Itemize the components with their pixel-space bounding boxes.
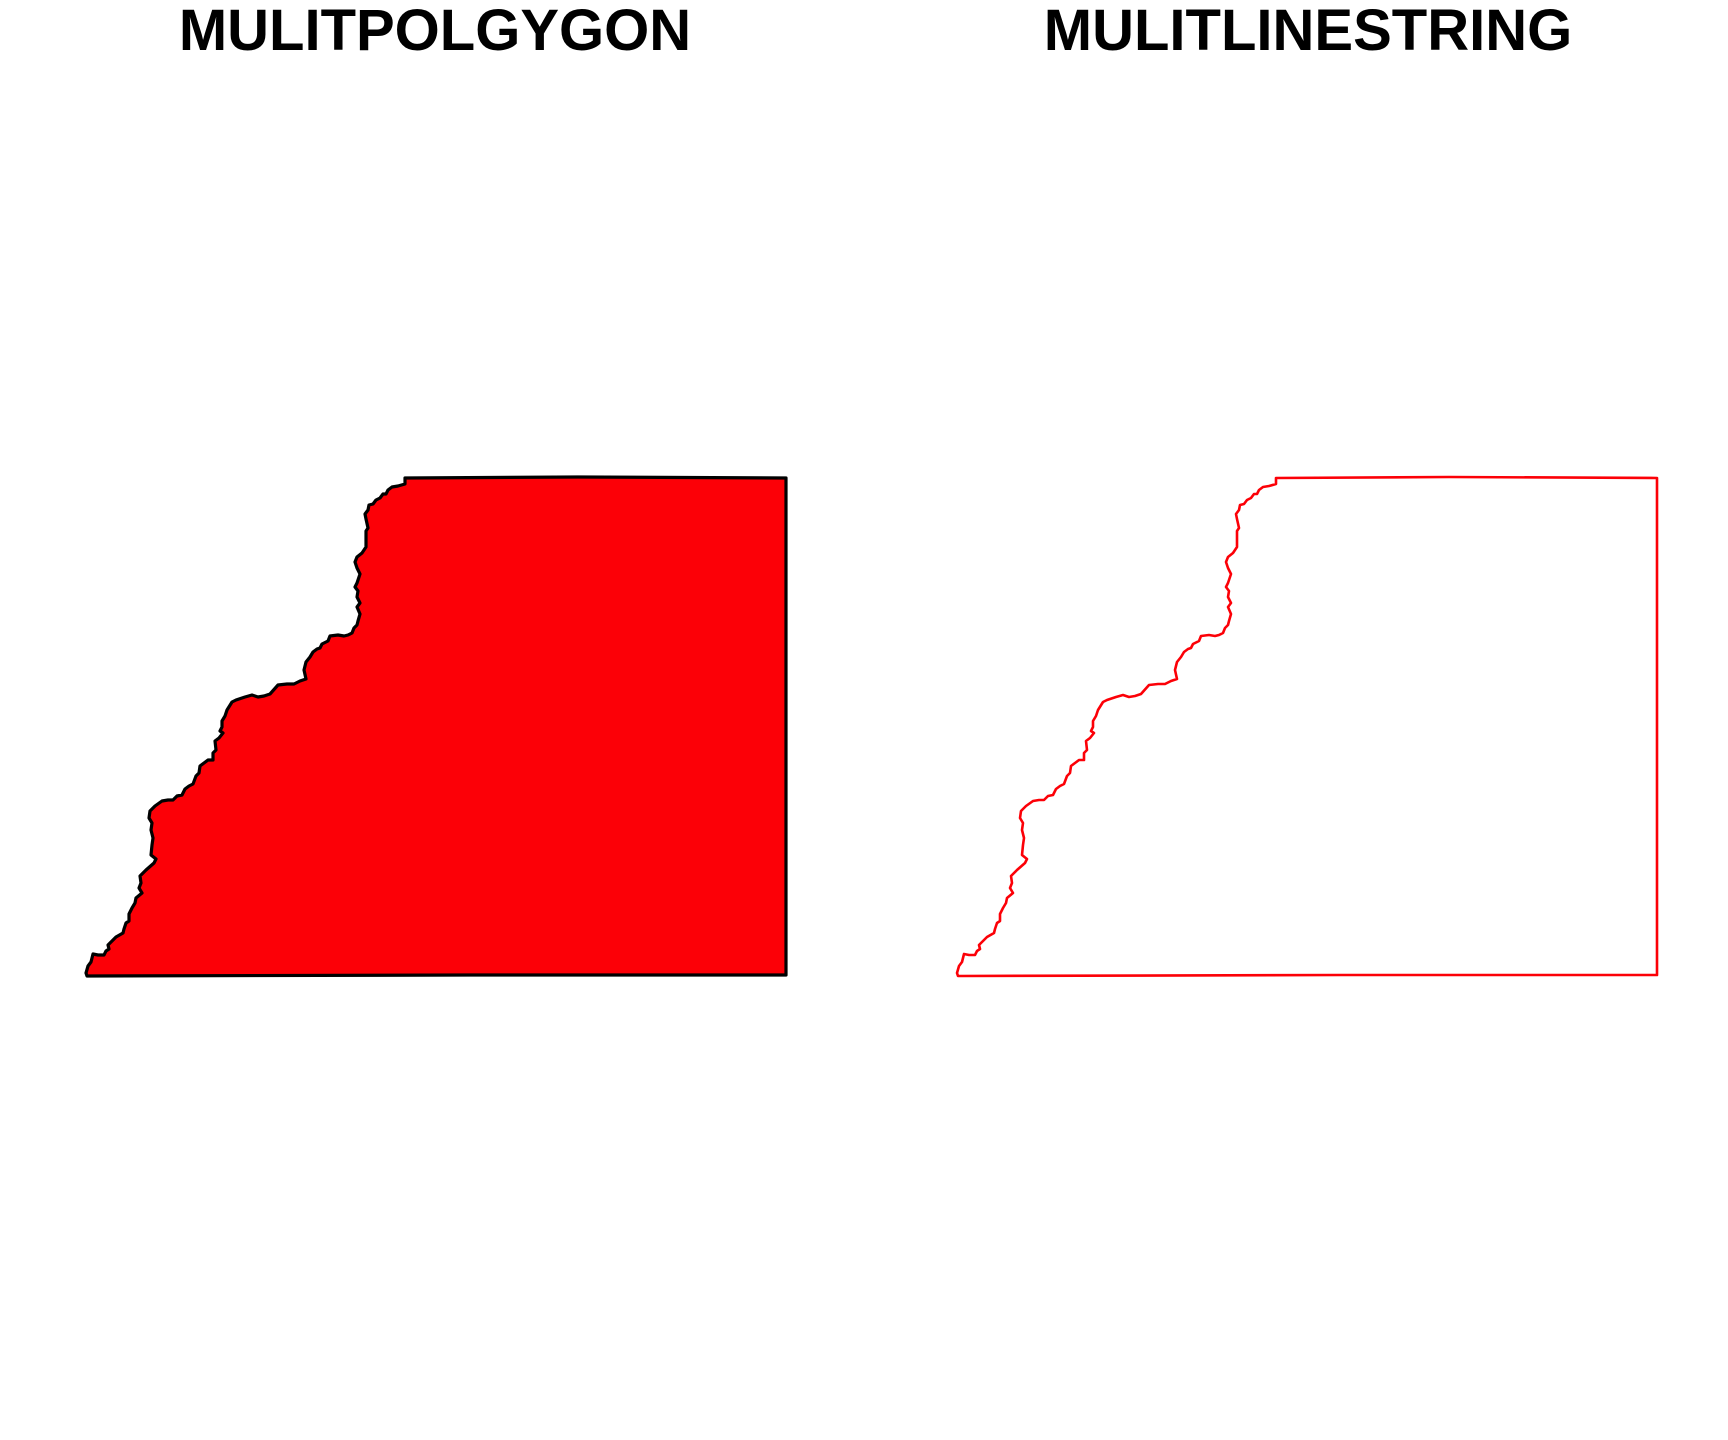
panel-multipolygon: MULITPOLGYGON bbox=[84, 0, 788, 978]
panel-title-multilinestring: MULITLINESTRING bbox=[1044, 0, 1572, 63]
county-boundary-line bbox=[955, 475, 1659, 978]
panel-title-multipolygon: MULITPOLGYGON bbox=[179, 0, 691, 63]
panel-multilinestring: MULITLINESTRING bbox=[955, 0, 1659, 978]
county-polygon bbox=[84, 475, 788, 978]
